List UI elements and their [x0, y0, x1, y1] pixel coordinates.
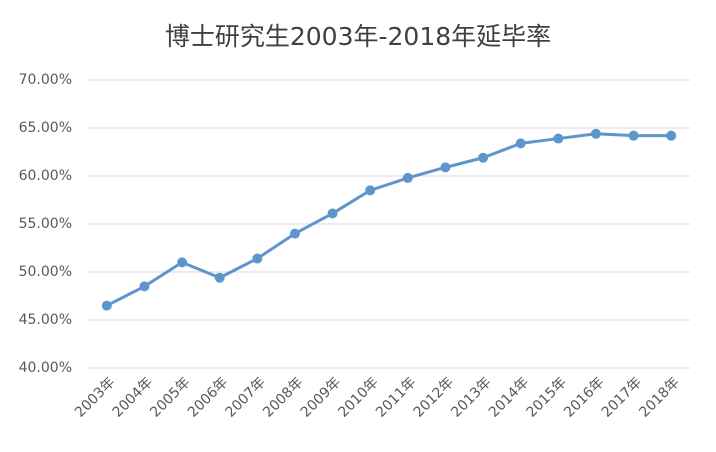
y-tick-label: 70.00%: [19, 72, 72, 88]
data-point: [214, 272, 225, 283]
y-tick-label: 60.00%: [19, 168, 72, 184]
data-point: [252, 253, 263, 264]
data-point: [515, 138, 526, 149]
y-tick-label: 65.00%: [19, 120, 72, 136]
data-line: [106, 132, 672, 307]
data-point: [440, 162, 451, 173]
data-point: [553, 133, 564, 144]
data-point: [478, 152, 489, 163]
y-tick-label: 45.00%: [19, 312, 72, 328]
data-point: [590, 128, 601, 139]
y-tick-label: 50.00%: [19, 264, 72, 280]
data-point: [365, 185, 376, 196]
data-point: [177, 257, 188, 268]
y-tick-label: 55.00%: [19, 216, 72, 232]
data-point: [289, 228, 300, 239]
data-point: [628, 130, 639, 141]
data-point: [402, 172, 413, 183]
data-point: [327, 208, 338, 219]
chart-title: 博士研究生2003年-2018年延毕率: [165, 22, 551, 51]
y-tick-label: 40.00%: [19, 360, 72, 376]
data-point: [666, 130, 677, 141]
data-point: [139, 281, 150, 292]
data-point: [101, 300, 112, 311]
